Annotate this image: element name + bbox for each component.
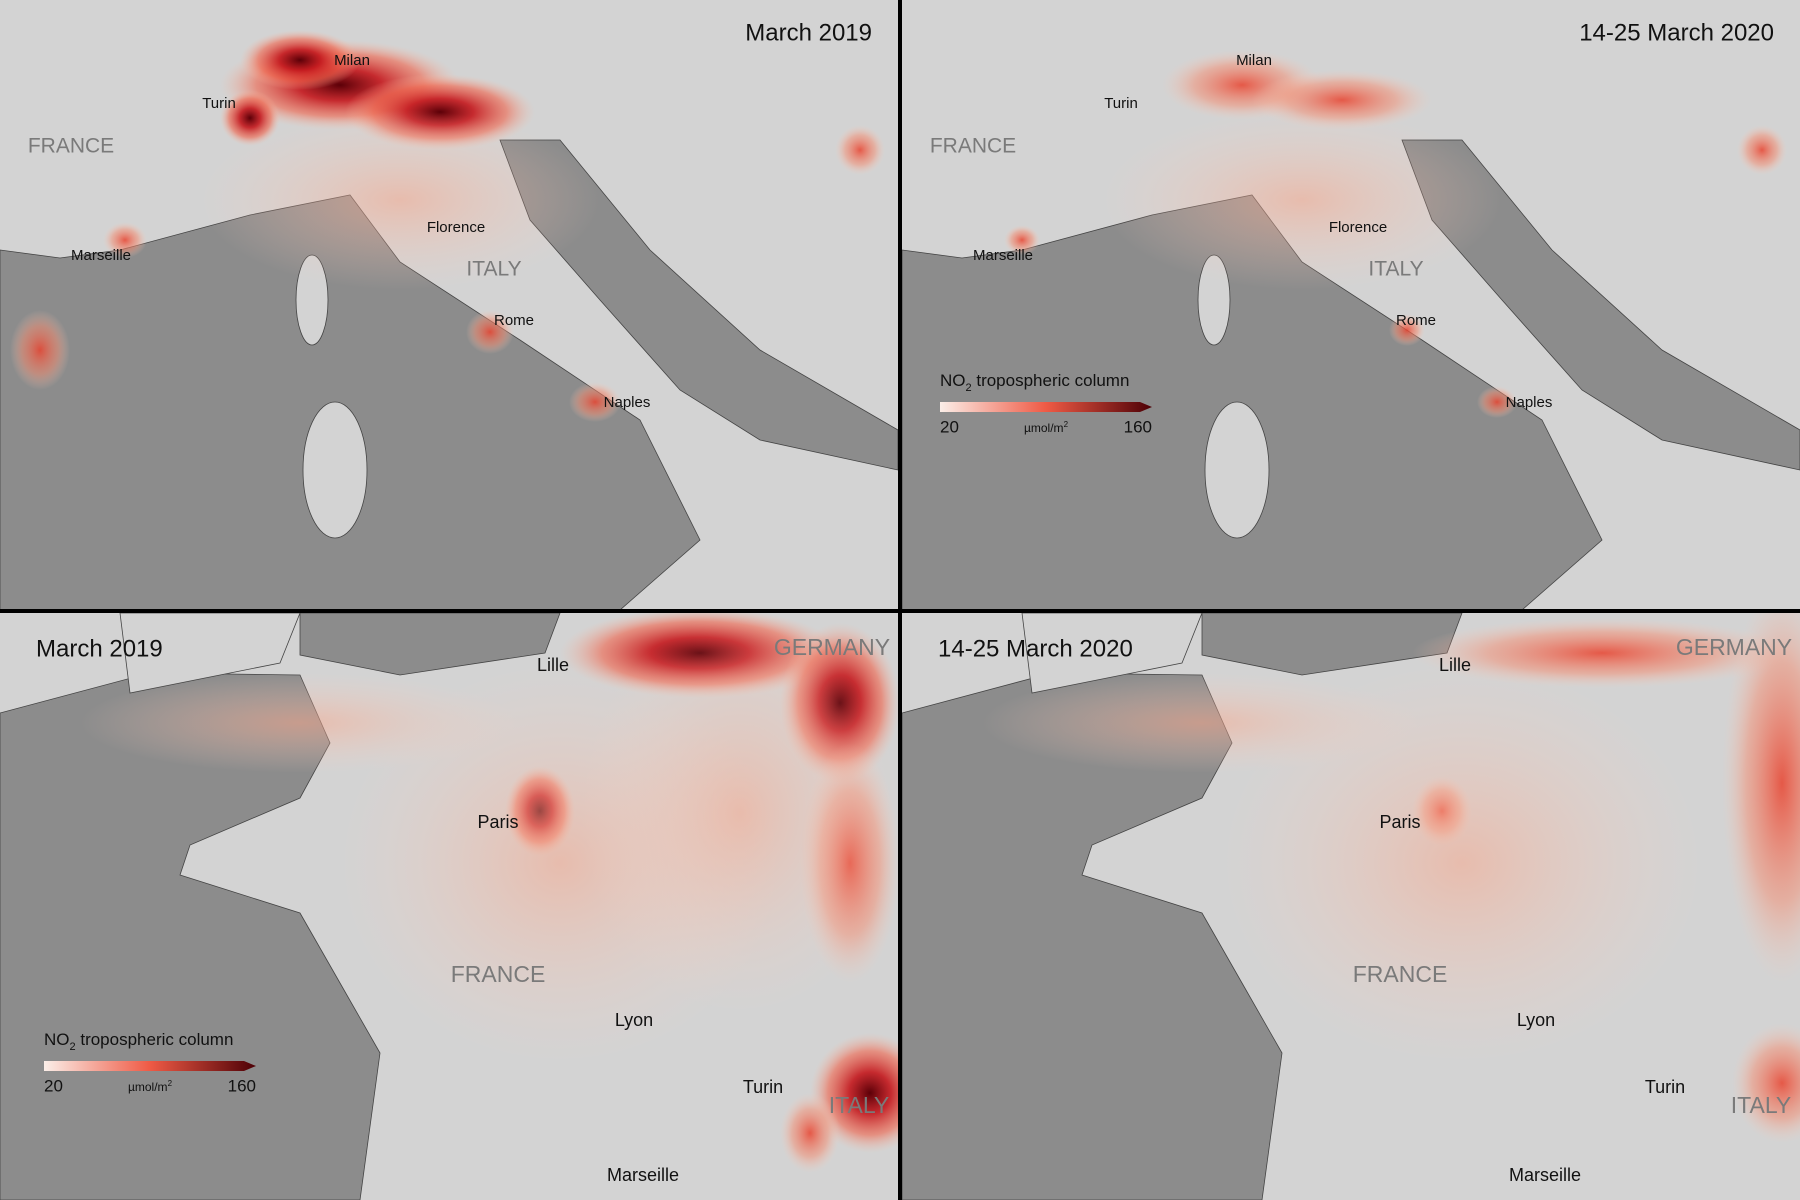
legend-unit: µmol/m2: [128, 1079, 173, 1095]
no2-plume: [569, 382, 621, 422]
city-label: Turin: [1104, 95, 1138, 112]
no2-plume: [982, 673, 1422, 773]
city-label: Lille: [537, 655, 569, 675]
legend-title: NO2 tropospheric column: [44, 1030, 233, 1052]
no2-plume: [220, 90, 280, 146]
legend-unit-sup: 2: [168, 1079, 173, 1088]
no2-plume: [200, 110, 600, 290]
city-label: Florence: [1329, 219, 1387, 236]
no2-plume: [466, 310, 514, 354]
sea: [499, 139, 898, 471]
land: [119, 613, 301, 694]
legend-title-part: NO: [940, 371, 966, 390]
city-label: Marseille: [1509, 1165, 1581, 1185]
legend-colorbar: [940, 402, 1152, 412]
legend-unit-part: µmol/m: [1024, 421, 1064, 435]
city-label: Naples: [604, 394, 651, 411]
legend-min: 20: [940, 417, 959, 436]
panel-title: 14-25 March 2020: [1579, 19, 1774, 46]
panel-title: March 2019: [36, 635, 163, 662]
no2-plume: [1732, 1023, 1800, 1143]
sea: [299, 613, 561, 676]
legend-title: NO2 tropospheric column: [940, 371, 1129, 393]
city-label: Turin: [1645, 1077, 1685, 1097]
city-label: Rome: [1396, 312, 1436, 329]
no2-plume: [780, 1093, 840, 1173]
country-label: ITALY: [829, 1092, 890, 1118]
city-label: Lyon: [1517, 1010, 1555, 1030]
legend-unit-part: µmol/m: [128, 1080, 168, 1094]
city-label: Milan: [334, 52, 370, 69]
sea: [1201, 613, 1463, 676]
no2-plume: [1477, 386, 1517, 418]
map-panel: 14-25 March 2020 Milan Turin FRANCE Florence…: [902, 0, 1800, 609]
legend-title-part: tropospheric column: [76, 1030, 234, 1049]
legend-max: 160: [228, 1076, 256, 1095]
country-label: FRANCE: [1353, 961, 1448, 987]
sea: [1401, 139, 1800, 471]
city-label: Lyon: [615, 1010, 653, 1030]
country-label: ITALY: [466, 258, 521, 281]
panel-content: [0, 0, 898, 609]
country-label: ITALY: [1368, 258, 1423, 281]
legend-min: 20: [44, 1076, 63, 1095]
city-label: Turin: [743, 1077, 783, 1097]
no2-plume: [103, 222, 147, 258]
legend-title-part: tropospheric column: [972, 371, 1130, 390]
legend-title-sub: 2: [966, 382, 972, 394]
island: [302, 401, 368, 539]
no2-plume: [10, 310, 70, 390]
city-label: Marseille: [973, 247, 1033, 264]
country-label: FRANCE: [930, 135, 1016, 158]
city-label: Marseille: [607, 1165, 679, 1185]
country-label: GERMANY: [774, 634, 890, 660]
no2-plume: [1222, 663, 1702, 1063]
no2-plume: [1389, 314, 1425, 346]
city-label: Florence: [427, 219, 485, 236]
land: [1021, 613, 1203, 694]
no2-plume: [835, 125, 885, 175]
map-panel: March 2019 Milan Turin FRANCE Florence Marsei…: [0, 0, 898, 609]
city-label: Naples: [1506, 394, 1553, 411]
city-label: Paris: [477, 812, 518, 832]
legend-max: 160: [1124, 417, 1152, 436]
map-panel: 14-25 March 2020 Lille GERMANY Paris FRANCE L…: [902, 613, 1800, 1200]
city-label: Milan: [1236, 52, 1272, 69]
legend-colorbar: [44, 1061, 256, 1071]
no2-plume: [1737, 125, 1787, 175]
panel-content: [902, 0, 1800, 609]
no2-plume: [580, 613, 898, 1013]
panel-content: [0, 613, 898, 1200]
country-label: FRANCE: [451, 961, 546, 987]
map-panel: March 2019 Lille GERMANY Paris FRANCE Lyon Tur…: [0, 613, 898, 1200]
legend-unit: µmol/m2: [1024, 420, 1069, 436]
city-label: Rome: [494, 312, 534, 329]
panel-content: [902, 613, 1800, 1200]
country-label: FRANCE: [28, 135, 114, 158]
country-label: GERMANY: [1676, 634, 1792, 660]
city-label: Turin: [202, 95, 236, 112]
no2-plume: [1004, 225, 1040, 255]
country-label: ITALY: [1731, 1092, 1792, 1118]
panel-title: March 2019: [745, 19, 872, 46]
no2-plume: [1722, 613, 1800, 983]
no2-plume: [80, 673, 520, 773]
no2-plume: [240, 30, 360, 90]
city-label: Lille: [1439, 655, 1471, 675]
panel-title: 14-25 March 2020: [938, 635, 1133, 662]
legend-unit-sup: 2: [1064, 420, 1069, 429]
legend-title-sub: 2: [70, 1041, 76, 1053]
city-label: Paris: [1379, 812, 1420, 832]
no2-plume: [1102, 110, 1502, 290]
island: [1204, 401, 1270, 539]
legend-title-part: NO: [44, 1030, 70, 1049]
city-label: Marseille: [71, 247, 131, 264]
